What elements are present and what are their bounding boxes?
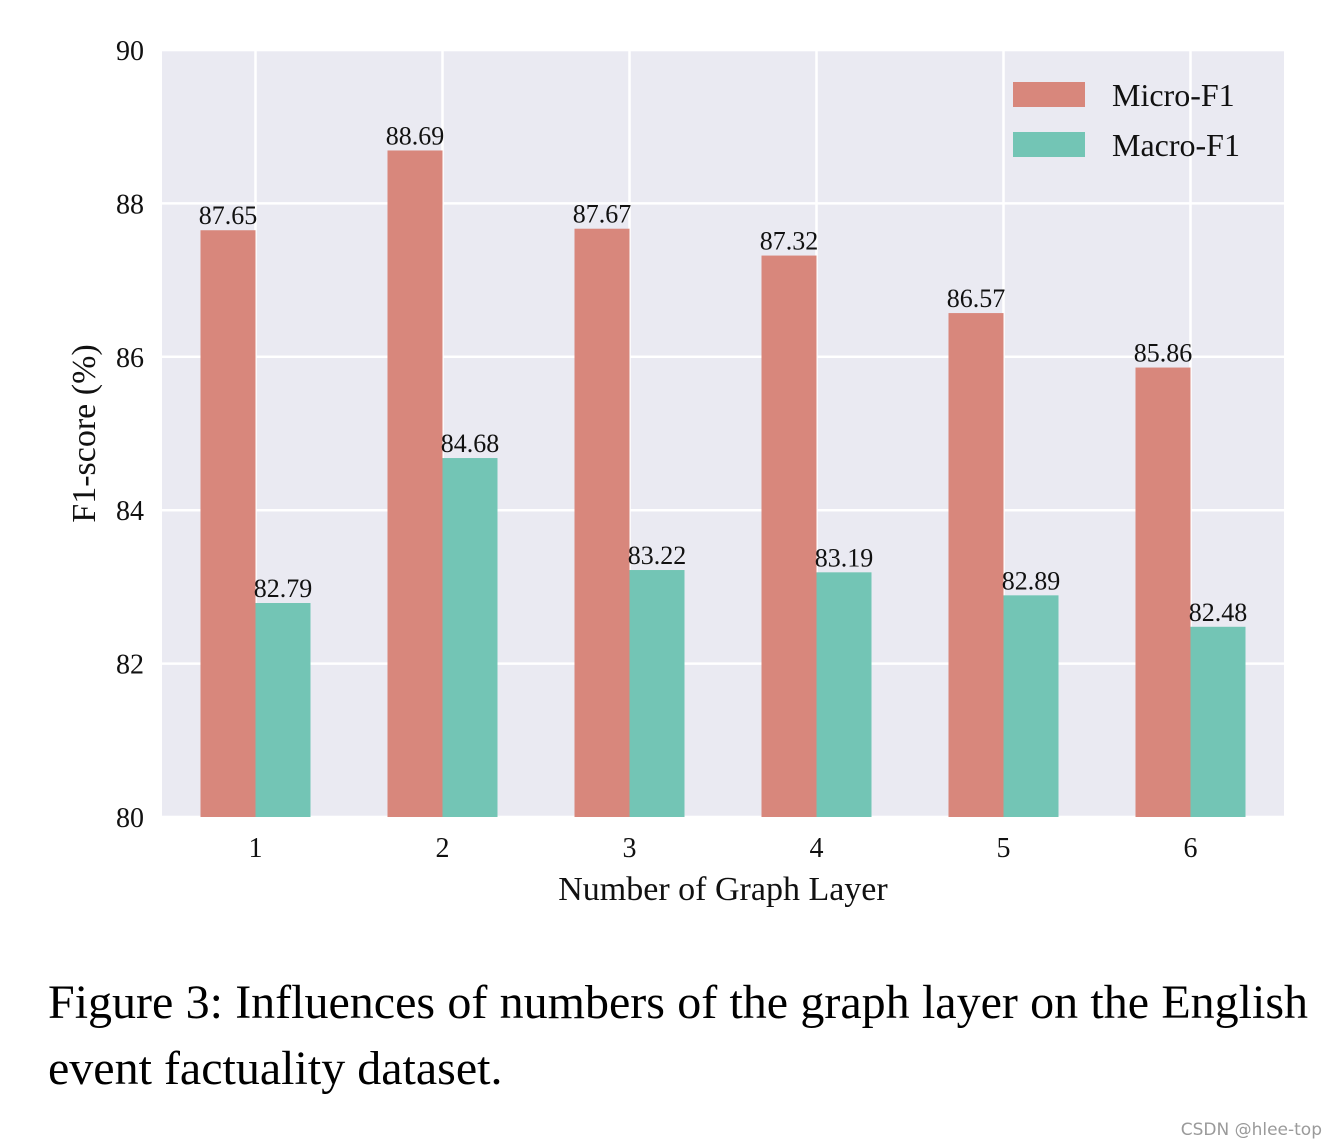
figure-caption: Figure 3: Influences of numbers of the g… [48, 976, 1308, 1095]
data-label: 84.68 [441, 429, 500, 458]
data-labels: 87.65 82.79 88.69 84.68 87.67 83.22 87.32 83.19… [199, 121, 1248, 626]
bar-micro-f1-5 [948, 313, 1004, 817]
bar-macro-f1-2 [442, 458, 498, 817]
bar-macro-f1-3 [629, 570, 685, 817]
data-label: 87.67 [573, 200, 632, 229]
y-axis-label: F1-score (%) [66, 344, 103, 522]
legend-label-micro-f1: Micro-F1 [1112, 77, 1235, 113]
data-label: 82.79 [254, 574, 313, 603]
x-tick-label: 5 [997, 833, 1011, 864]
bar-macro-f1-1 [255, 603, 311, 817]
data-label: 87.65 [199, 201, 258, 230]
bar-micro-f1-1 [200, 230, 256, 817]
bar-macro-f1-6 [1190, 626, 1246, 817]
data-label: 87.32 [760, 227, 819, 256]
bar-chart: 87.65 82.79 88.69 84.68 87.67 83.22 87.32 83.19… [66, 36, 1284, 908]
bars [200, 150, 1246, 818]
y-tick-label: 88 [116, 189, 144, 220]
y-axis-ticks: 80 82 84 86 88 90 [116, 36, 144, 834]
bar-macro-f1-4 [816, 572, 872, 817]
bar-micro-f1-6 [1135, 367, 1191, 817]
y-tick-label: 82 [116, 650, 144, 681]
data-label: 82.89 [1002, 566, 1061, 595]
bar-micro-f1-2 [387, 150, 443, 818]
data-label: 86.57 [947, 284, 1006, 313]
y-tick-label: 90 [116, 36, 144, 67]
data-label: 85.86 [1134, 339, 1193, 368]
plot-area [162, 50, 1284, 817]
y-tick-label: 80 [116, 803, 144, 834]
bar-micro-f1-4 [761, 255, 817, 817]
legend: Micro-F1 Macro-F1 [1013, 77, 1240, 163]
legend-label-macro-f1: Macro-F1 [1112, 127, 1240, 163]
x-axis-ticks: 1 2 3 4 5 6 [249, 833, 1198, 864]
x-tick-label: 2 [436, 833, 450, 864]
data-label: 83.22 [628, 541, 687, 570]
x-axis-label: Number of Graph Layer [558, 871, 888, 908]
bar-macro-f1-5 [1003, 595, 1059, 817]
x-tick-label: 3 [623, 833, 637, 864]
y-tick-label: 86 [116, 343, 144, 374]
y-tick-label: 84 [116, 496, 144, 527]
data-label: 82.48 [1189, 598, 1248, 627]
data-label: 83.19 [815, 543, 874, 572]
x-tick-label: 4 [810, 833, 824, 864]
x-tick-label: 1 [249, 833, 263, 864]
legend-swatch-micro-f1 [1013, 82, 1085, 107]
watermark: CSDN @hlee-top [1180, 1120, 1322, 1140]
x-tick-label: 6 [1184, 833, 1198, 864]
data-label: 88.69 [386, 121, 445, 150]
legend-swatch-macro-f1 [1013, 132, 1085, 157]
bar-micro-f1-3 [574, 228, 630, 817]
